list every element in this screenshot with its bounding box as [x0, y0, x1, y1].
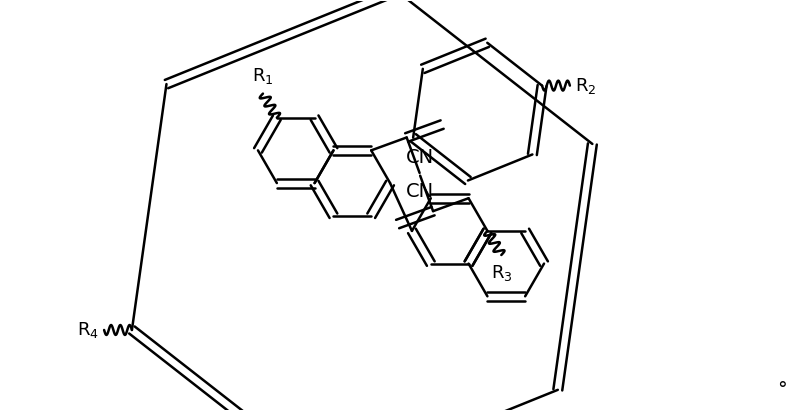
Text: R$_3$: R$_3$: [490, 263, 512, 283]
Text: R$_1$: R$_1$: [252, 66, 273, 85]
Text: R$_4$: R$_4$: [77, 320, 99, 340]
Text: CN: CN: [405, 148, 433, 167]
Text: CN: CN: [406, 182, 434, 201]
Text: °: °: [776, 380, 787, 399]
Text: R$_2$: R$_2$: [574, 76, 596, 96]
